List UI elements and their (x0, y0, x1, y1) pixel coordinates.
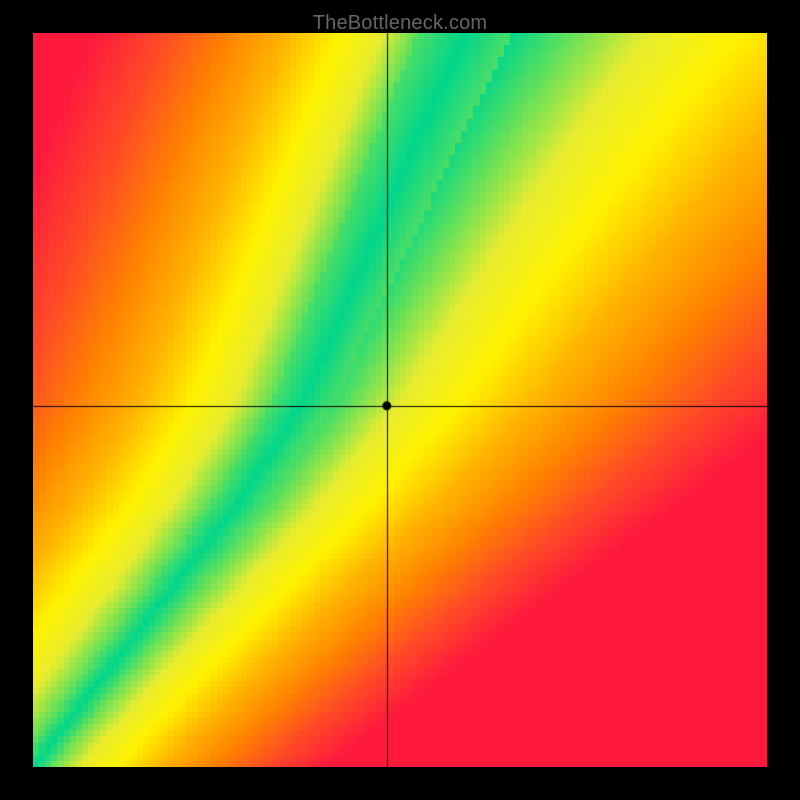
heatmap-canvas (0, 0, 800, 800)
heatmap-figure: TheBottleneck.com (0, 0, 800, 800)
watermark-text: TheBottleneck.com (0, 12, 800, 35)
